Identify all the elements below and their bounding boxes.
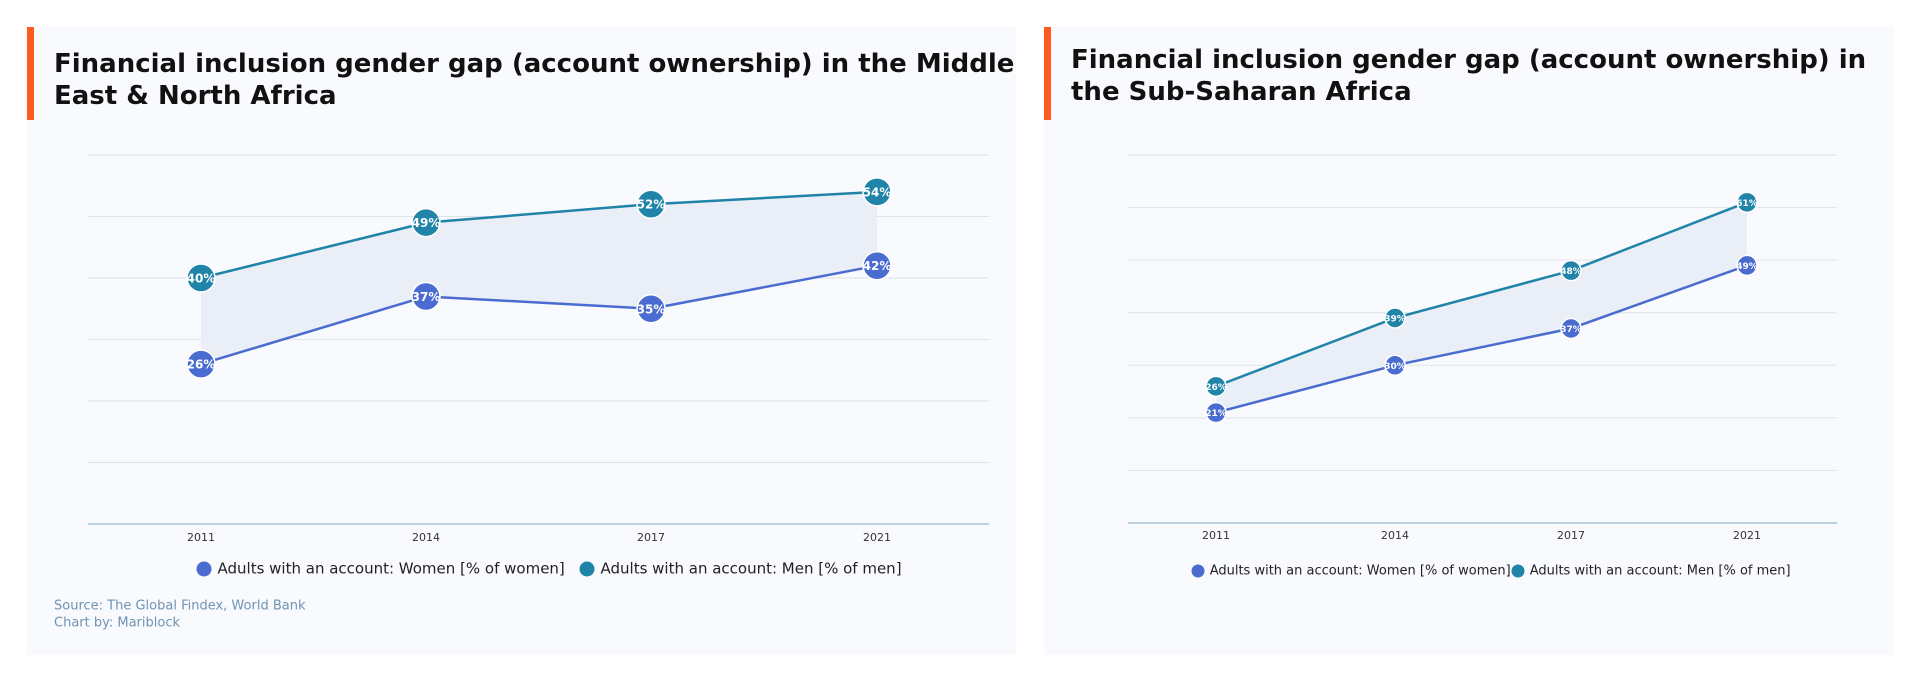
legend-marker — [1511, 564, 1525, 578]
data-point — [636, 189, 666, 219]
source: Source: The Global Findex, World Bank — [54, 599, 306, 614]
accent-bar — [1044, 27, 1051, 120]
value-label: 37% — [1560, 325, 1582, 335]
data-point — [186, 263, 216, 293]
gap-area — [201, 191, 877, 365]
series-line — [1215, 201, 1748, 388]
value-label: 35% — [637, 302, 666, 316]
x-tick-label: 2011 — [187, 531, 215, 544]
data-point — [1736, 254, 1758, 277]
data-point — [636, 294, 666, 324]
credit: Chart by: Mariblock — [54, 616, 180, 631]
value-label: 26% — [1205, 383, 1227, 393]
legend-marker — [196, 561, 212, 577]
value-label: 42% — [863, 259, 892, 273]
legend-label: Adults with an account: Men [% of men] — [601, 560, 902, 578]
x-tick-label: 2014 — [412, 531, 440, 544]
chart-title: Financial inclusion gender gap (account … — [1071, 45, 1866, 75]
accent-bar — [27, 27, 34, 120]
data-point — [1736, 191, 1758, 214]
chart-title: Financial inclusion gender gap (account … — [54, 49, 1014, 79]
data-point — [1560, 259, 1582, 282]
x-tick-label: 2011 — [1202, 529, 1230, 542]
x-tick-label: 2021 — [863, 531, 891, 544]
data-point — [411, 281, 441, 312]
legend-marker — [579, 561, 595, 577]
chart-title: the Sub-Saharan Africa — [1071, 77, 1412, 107]
x-tick-label: 2014 — [1381, 529, 1409, 542]
series-line — [1215, 264, 1748, 414]
data-point — [1560, 317, 1582, 340]
data-point — [862, 177, 892, 207]
legend-label: Adults with an account: Women [% of wome… — [218, 560, 565, 578]
data-point — [186, 349, 216, 379]
x-tick-label: 2021 — [1733, 529, 1761, 542]
value-label: 39% — [1384, 314, 1406, 324]
value-label: 48% — [1560, 267, 1582, 277]
value-label: 37% — [412, 290, 441, 304]
legend-label: Adults with an account: Men [% of men] — [1530, 564, 1791, 579]
data-point — [1384, 307, 1406, 329]
value-label: 49% — [1736, 262, 1758, 272]
value-label: 40% — [187, 272, 216, 286]
data-point — [862, 250, 892, 281]
x-tick-label: 2017 — [1557, 529, 1585, 542]
data-point — [1205, 375, 1227, 398]
series-line — [200, 190, 878, 280]
chart-title: East & North Africa — [54, 81, 337, 111]
x-tick-label: 2017 — [637, 531, 665, 544]
panel — [27, 27, 1016, 655]
value-label: 21% — [1205, 409, 1227, 419]
value-label: 49% — [412, 216, 441, 230]
data-point — [1384, 354, 1406, 377]
value-label: 54% — [863, 185, 892, 199]
legend-label: Adults with an account: Women [% of wome… — [1210, 564, 1511, 579]
data-point — [1205, 401, 1227, 424]
series-line — [200, 264, 878, 366]
value-label: 61% — [1736, 199, 1758, 209]
legend-marker — [1191, 564, 1205, 578]
value-label: 26% — [187, 358, 216, 372]
data-point — [411, 207, 441, 238]
value-label: 30% — [1384, 362, 1406, 372]
value-label: 52% — [637, 198, 666, 212]
